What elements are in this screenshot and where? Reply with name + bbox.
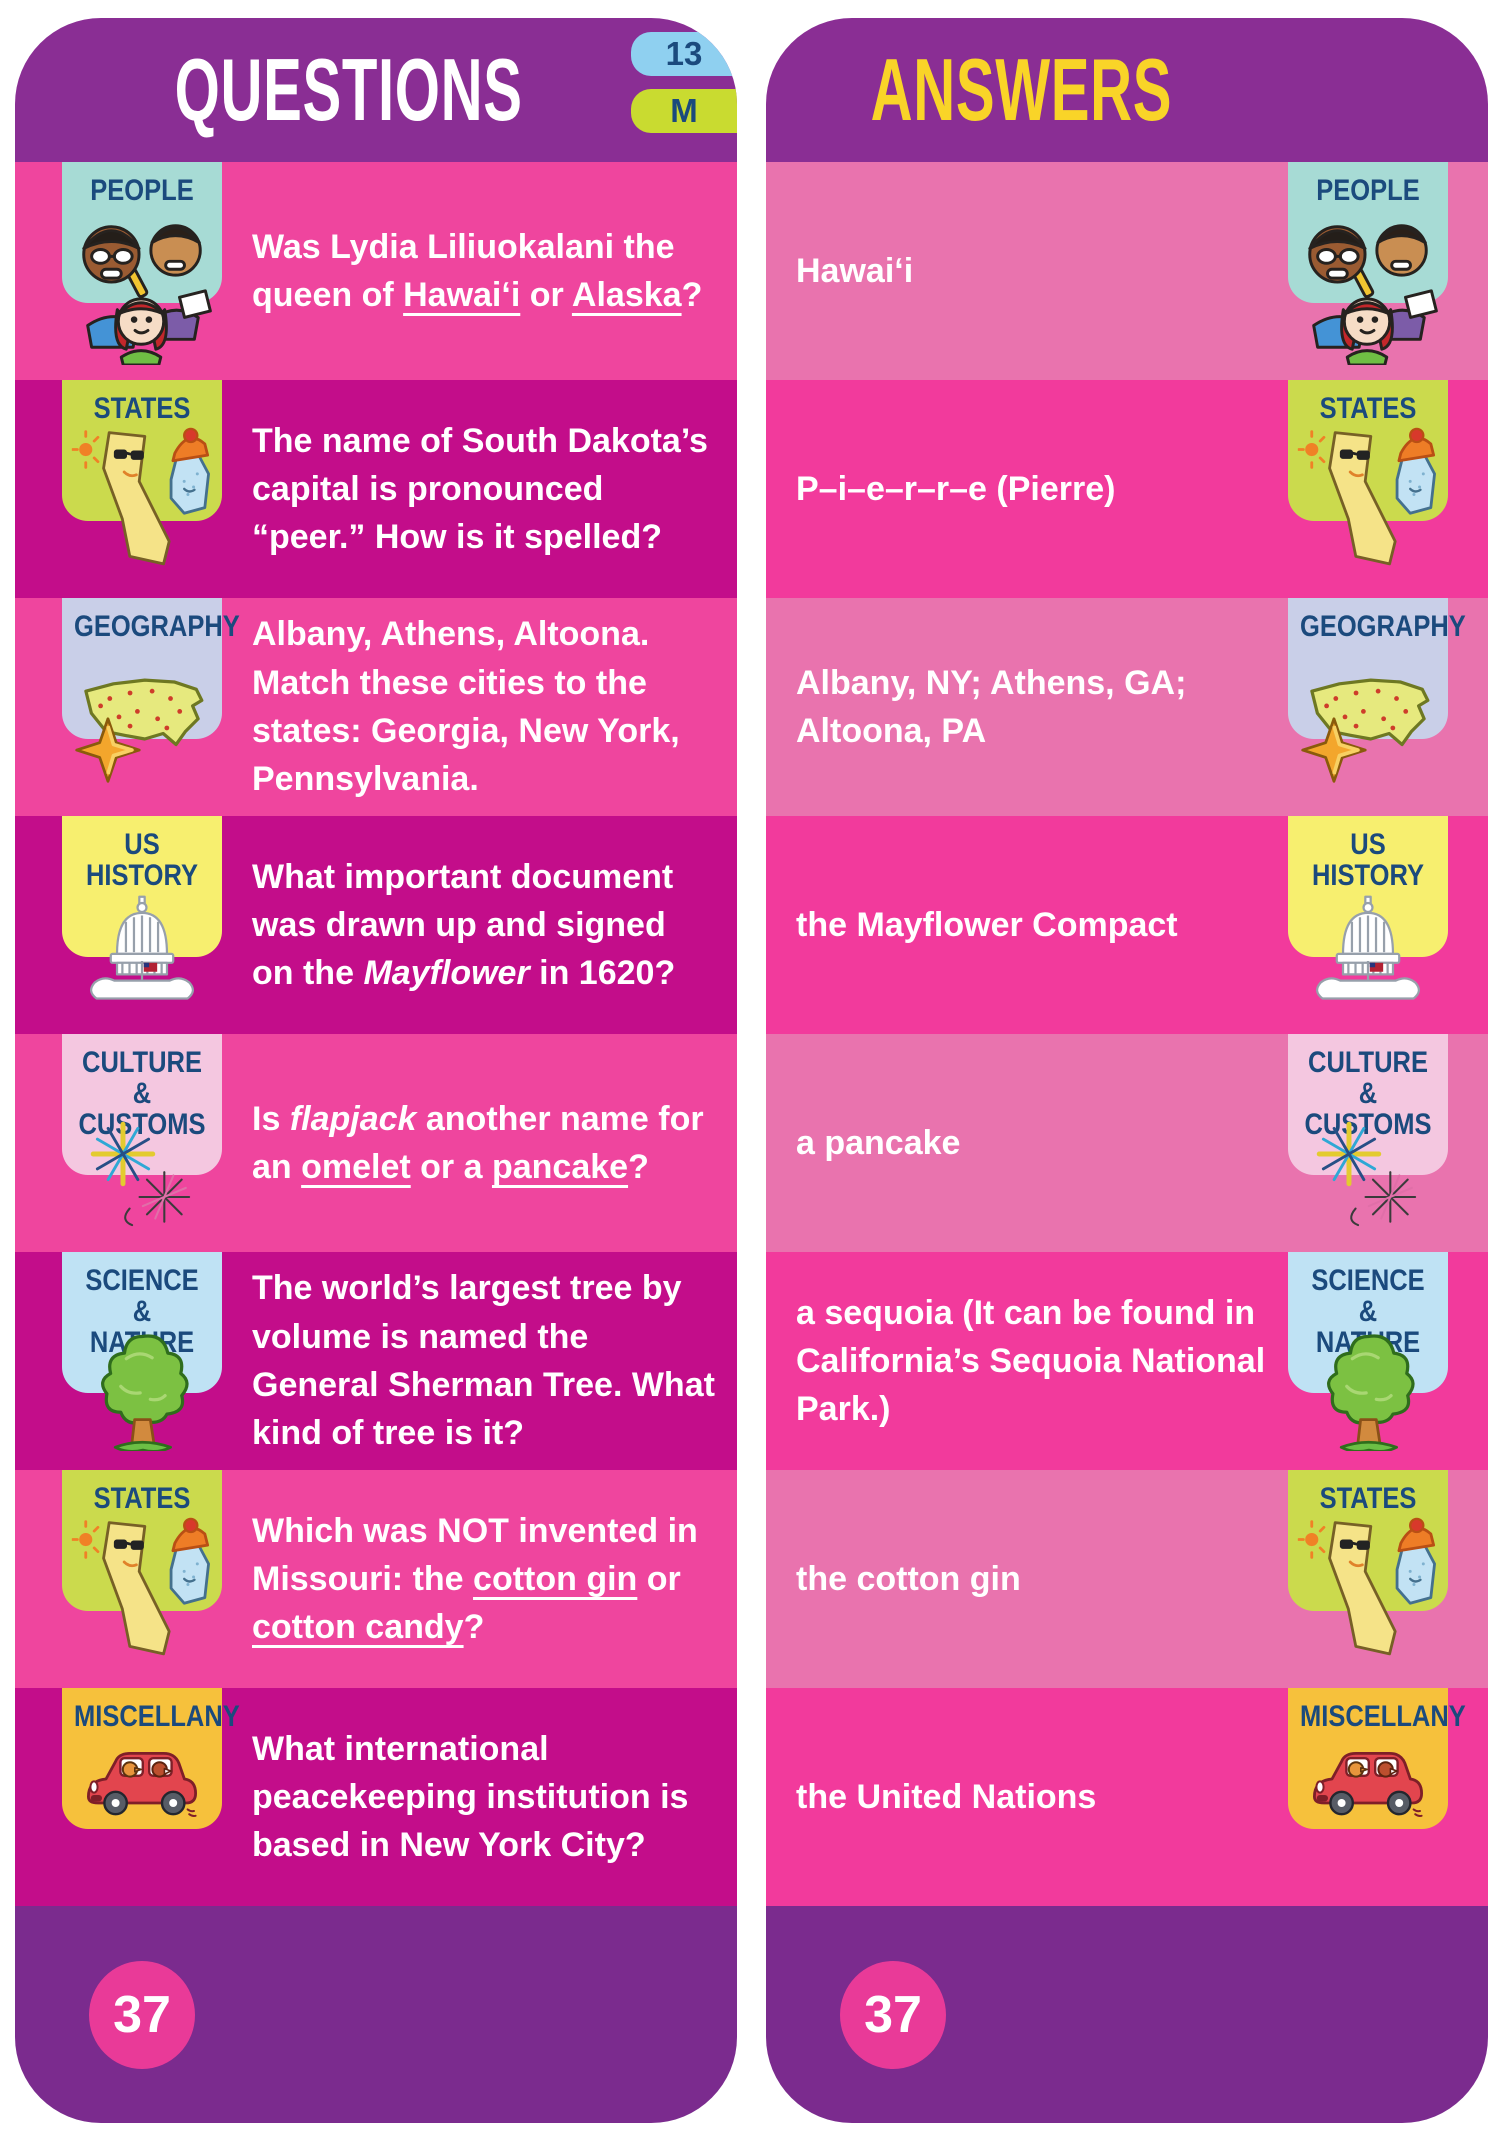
- page-number-badge: 37: [89, 1960, 195, 2069]
- question-row-geography: GEOGRAPHY Albany, Athens, Altoona. Match…: [15, 598, 737, 816]
- car-icon: [1308, 1739, 1428, 1819]
- car-icon: [82, 1739, 202, 1819]
- category-badge-us-history: US HISTORY: [1288, 816, 1448, 957]
- category-label: MISCELLANY: [74, 1700, 240, 1733]
- question-row-science-nature: SCIENCE & NATURE The world’s largest tre…: [15, 1252, 737, 1470]
- category-label: CULTURE & CUSTOMS: [1304, 1046, 1432, 1142]
- answer-row-states: P–i–e–r–r–e (Pierre) STATES: [766, 380, 1488, 598]
- answer-text: a pancake: [796, 1123, 961, 1162]
- category-badge-geography: GEOGRAPHY: [1288, 598, 1466, 739]
- geography-icon: [1299, 647, 1437, 785]
- answer-row-miscellany: the United Nations MISCELLANY: [766, 1688, 1488, 1906]
- category-badge-geography: GEOGRAPHY: [62, 598, 240, 739]
- capitol-icon: [1301, 895, 1435, 1011]
- states-icon: [72, 1517, 213, 1667]
- fireworks-icon: [1306, 1111, 1430, 1235]
- category-badge-people: PEOPLE: [1288, 162, 1448, 303]
- geography-icon: [73, 647, 211, 785]
- answer-row-states-2: the cotton gin STATES: [766, 1470, 1488, 1688]
- category-label: STATES: [93, 1482, 191, 1515]
- answers-card: ANSWERS Hawaiʻi PEOPLE P–i–e–r–r–e (Pier…: [766, 18, 1488, 2123]
- category-badge-us-history: US HISTORY: [62, 816, 222, 957]
- question-text: Which was NOT invented in Missouri: the …: [252, 1511, 698, 1647]
- answer-text: Hawaiʻi: [796, 251, 914, 290]
- question-row-people: PEOPLE Was Lydia Liliuokalani the queen …: [15, 162, 737, 380]
- category-badge-science-nature: SCIENCE & NATURE: [62, 1252, 222, 1393]
- category-label: GEOGRAPHY: [1300, 610, 1466, 643]
- answers-title: ANSWERS: [870, 40, 1172, 139]
- question-text: The world’s largest tree by volume is na…: [252, 1269, 715, 1453]
- question-text: Was Lydia Liliuokalani the queen of Hawa…: [252, 227, 703, 314]
- answer-text: the United Nations: [796, 1777, 1097, 1816]
- category-badge-science-nature: SCIENCE & NATURE: [1288, 1252, 1448, 1393]
- question-row-miscellany: MISCELLANY What international peacekeepi…: [15, 1688, 737, 1906]
- answer-text: P–i–e–r–r–e (Pierre): [796, 469, 1116, 508]
- questions-header: QUESTIONS 13 M: [15, 18, 737, 162]
- question-text: The name of South Dakota’s capital is pr…: [252, 421, 708, 557]
- question-text: What international peacekeeping institut…: [252, 1729, 689, 1865]
- category-badge-miscellany: MISCELLANY: [62, 1688, 240, 1829]
- category-badge-states: STATES: [1288, 1470, 1448, 1611]
- category-badge-culture-customs: CULTURE & CUSTOMS: [62, 1034, 222, 1175]
- people-icon: [1294, 207, 1442, 365]
- answer-text: a sequoia (It can be found in California…: [796, 1293, 1266, 1429]
- capitol-icon: [75, 895, 209, 1011]
- answers-footer: 37: [766, 1906, 1488, 2123]
- question-row-culture-customs: CULTURE & CUSTOMS Is flapjack another na…: [15, 1034, 737, 1252]
- answer-text: the cotton gin: [796, 1559, 1021, 1598]
- category-label: STATES: [1319, 392, 1417, 425]
- answers-rows: Hawaiʻi PEOPLE P–i–e–r–r–e (Pierre) STAT…: [766, 162, 1488, 1906]
- category-badge-miscellany: MISCELLANY: [1288, 1688, 1466, 1829]
- states-icon: [1298, 1517, 1439, 1667]
- fireworks-icon: [80, 1111, 204, 1235]
- category-label: GEOGRAPHY: [74, 610, 240, 643]
- question-row-states: STATES The name of South Dakota’s capita…: [15, 380, 737, 598]
- category-badge-states: STATES: [1288, 380, 1448, 521]
- answer-row-people: Hawaiʻi PEOPLE: [766, 162, 1488, 380]
- page-number-badge: 37: [840, 1960, 946, 2069]
- answers-header: ANSWERS: [766, 18, 1488, 162]
- tree-icon: [1299, 1331, 1437, 1451]
- grade-letter-tab: M: [631, 89, 737, 133]
- answer-row-culture-customs: a pancake CULTURE & CUSTOMS: [766, 1034, 1488, 1252]
- category-label: CULTURE & CUSTOMS: [78, 1046, 206, 1142]
- questions-card: QUESTIONS 13 M PEOPLE Was Lydia Liliuoka…: [15, 18, 737, 2123]
- people-icon: [68, 207, 216, 365]
- category-badge-states: STATES: [62, 380, 222, 521]
- question-text: Albany, Athens, Altoona. Match these cit…: [252, 615, 680, 799]
- questions-title: QUESTIONS: [174, 40, 523, 139]
- category-badge-states: STATES: [62, 1470, 222, 1611]
- answer-text: the Mayflower Compact: [796, 905, 1178, 944]
- questions-rows: PEOPLE Was Lydia Liliuokalani the queen …: [15, 162, 737, 1906]
- states-icon: [1298, 427, 1439, 577]
- states-icon: [72, 427, 213, 577]
- question-text: Is flapjack another name for an omelet o…: [252, 1099, 704, 1186]
- answer-row-science-nature: a sequoia (It can be found in California…: [766, 1252, 1488, 1470]
- category-label: PEOPLE: [90, 174, 194, 207]
- category-badge-culture-customs: CULTURE & CUSTOMS: [1288, 1034, 1448, 1175]
- answer-row-geography: Albany, NY; Athens, GA; Altoona, PA GEOG…: [766, 598, 1488, 816]
- category-label: US HISTORY: [86, 828, 198, 893]
- answer-text: Albany, NY; Athens, GA; Altoona, PA: [796, 663, 1187, 750]
- category-label: STATES: [1319, 1482, 1417, 1515]
- tree-icon: [73, 1331, 211, 1451]
- category-label: MISCELLANY: [1300, 1700, 1466, 1733]
- questions-footer: 37: [15, 1906, 737, 2123]
- category-label: PEOPLE: [1316, 174, 1420, 207]
- question-text: What important document was drawn up and…: [252, 857, 676, 993]
- category-label: STATES: [93, 392, 191, 425]
- deck-number-tab: 13: [631, 32, 737, 76]
- question-row-us-history: US HISTORY What important document was d…: [15, 816, 737, 1034]
- question-row-states-2: STATES Which was NOT invented in Missour…: [15, 1470, 737, 1688]
- category-label: US HISTORY: [1312, 828, 1424, 893]
- category-badge-people: PEOPLE: [62, 162, 222, 303]
- answer-row-us-history: the Mayflower Compact US HISTORY: [766, 816, 1488, 1034]
